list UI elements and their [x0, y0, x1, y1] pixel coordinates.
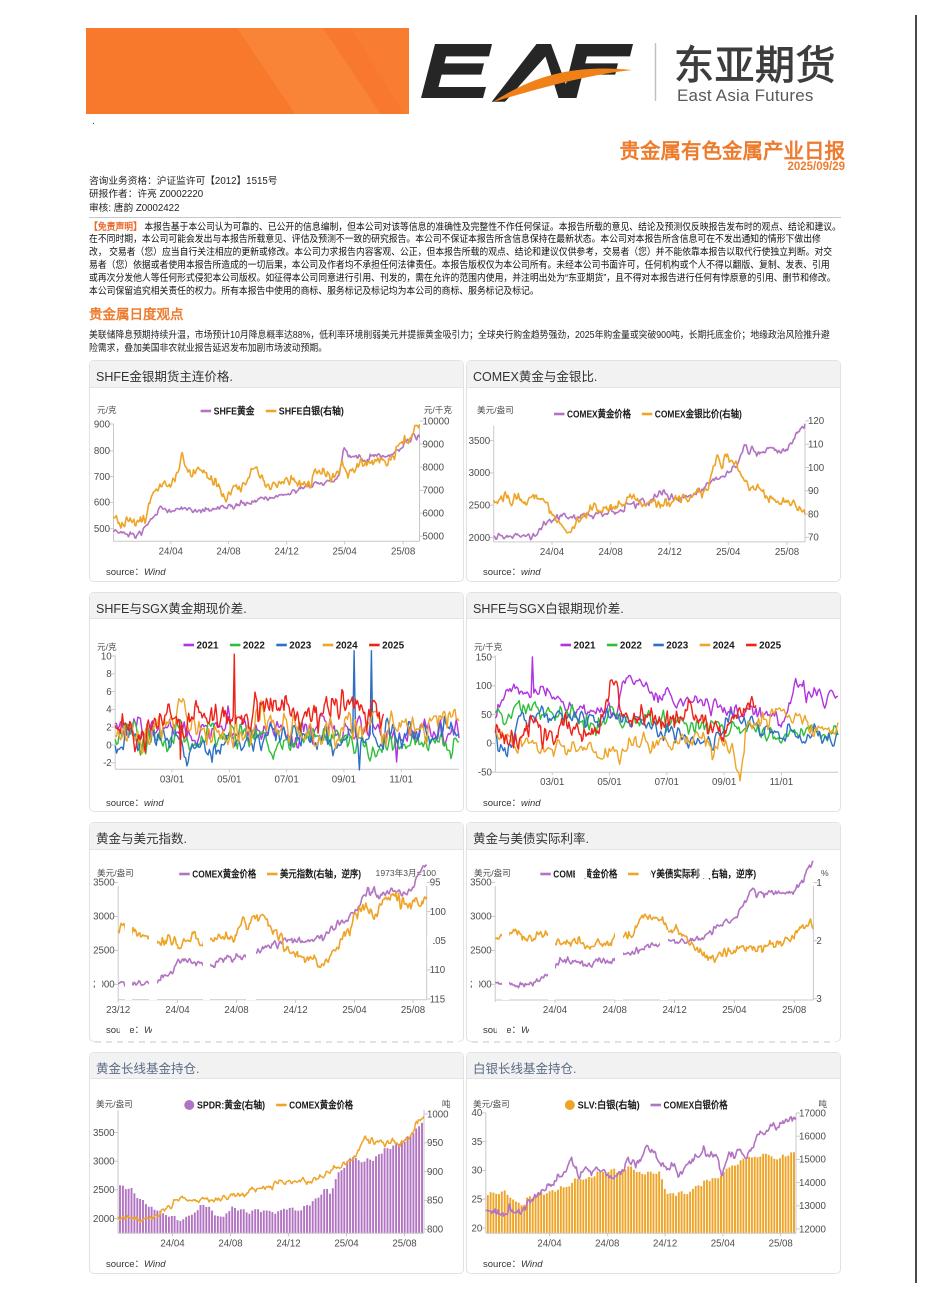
- svg-text:East Asia Futures: East Asia Futures: [677, 86, 814, 105]
- svg-text:东亚期货: 东亚期货: [674, 44, 836, 88]
